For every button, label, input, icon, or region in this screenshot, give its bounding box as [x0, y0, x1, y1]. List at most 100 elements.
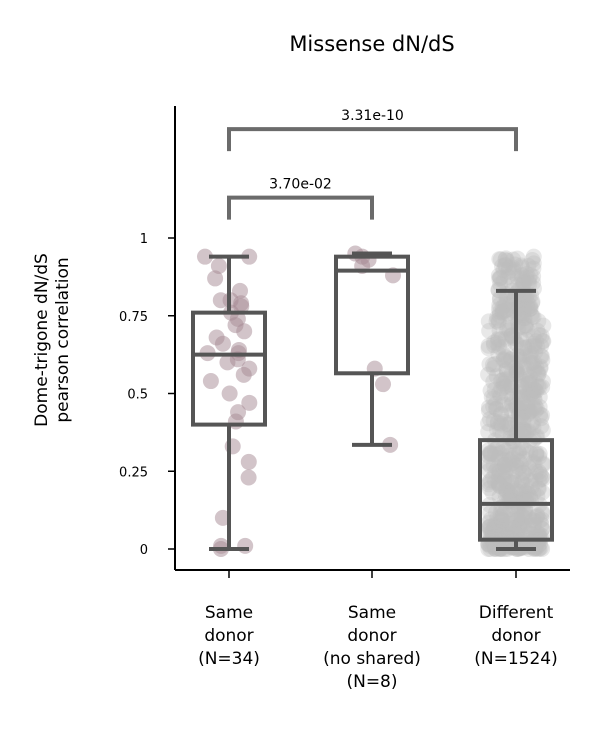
box-iqr — [478, 438, 554, 542]
data-point — [485, 398, 502, 415]
data-point — [521, 270, 538, 287]
data-point — [496, 456, 513, 473]
data-point — [532, 471, 549, 488]
data-point — [514, 289, 531, 306]
data-point — [480, 366, 497, 383]
y-tick-label: 0.75 — [119, 310, 148, 325]
data-point — [214, 509, 231, 526]
x-tick-labels: Same donor (N=34) Same donor (no shared) (N=8)… — [198, 603, 558, 692]
data-point — [526, 361, 543, 378]
data-point — [497, 378, 514, 395]
data-point — [485, 337, 502, 354]
data-point — [504, 454, 521, 471]
data-point — [525, 248, 542, 265]
data-point — [512, 514, 529, 531]
data-point — [530, 540, 547, 557]
data-point — [495, 262, 512, 279]
data-point — [221, 385, 238, 402]
data-point — [531, 389, 548, 406]
data-point — [515, 272, 532, 289]
data-point — [520, 422, 537, 439]
data-point — [490, 450, 507, 467]
data-point — [495, 346, 512, 363]
data-point — [237, 537, 254, 554]
data-point — [499, 485, 516, 502]
data-point — [236, 323, 253, 340]
data-point — [525, 389, 542, 406]
data-point — [534, 505, 551, 522]
data-point — [516, 504, 533, 521]
data-point — [496, 452, 513, 469]
data-point — [524, 478, 541, 495]
x-tick-label: Different donor (N=1524) — [474, 603, 558, 669]
data-point — [513, 267, 530, 284]
data-point — [524, 294, 541, 311]
data-point — [492, 388, 509, 405]
data-point — [527, 344, 544, 361]
data-point — [515, 472, 532, 489]
data-point — [486, 520, 503, 537]
x-tick-label-line: donor — [347, 626, 396, 646]
data-point — [521, 301, 538, 318]
data-point — [528, 446, 545, 463]
x-tick-label: Same donor (N=34) — [198, 603, 260, 669]
data-point — [487, 539, 504, 556]
y-tick-label: 0 — [140, 543, 148, 558]
data-point — [534, 333, 551, 350]
data-point — [509, 511, 526, 528]
data-point — [197, 248, 214, 265]
data-point — [498, 320, 515, 337]
data-point — [480, 447, 497, 464]
data-point — [529, 364, 546, 381]
data-point — [501, 259, 518, 276]
data-point — [495, 303, 512, 320]
data-point — [532, 410, 549, 427]
data-point — [493, 517, 510, 534]
data-point — [534, 540, 551, 557]
data-point — [496, 413, 513, 430]
data-point — [525, 268, 542, 285]
data-point — [522, 369, 539, 386]
data-point — [533, 468, 550, 485]
data-point — [487, 356, 504, 373]
x-tick-label-line: Same — [205, 603, 253, 623]
data-point — [528, 446, 545, 463]
data-point — [513, 440, 530, 457]
data-point — [529, 507, 546, 524]
data-point — [525, 485, 542, 502]
data-point — [495, 522, 512, 539]
data-point — [511, 453, 528, 470]
data-point — [481, 462, 498, 479]
data-point — [503, 474, 520, 491]
data-point — [490, 332, 507, 349]
data-point — [508, 486, 525, 503]
data-point — [490, 267, 507, 284]
data-point — [515, 274, 532, 291]
data-point — [503, 474, 520, 491]
data-point — [212, 292, 229, 309]
data-point — [519, 397, 536, 414]
data-point — [532, 358, 549, 375]
data-point — [531, 512, 548, 529]
data-point — [509, 250, 526, 267]
data-point — [518, 317, 535, 334]
data-point — [509, 503, 526, 520]
data-point — [514, 367, 531, 384]
chart-title: Missense dN/dS — [289, 32, 454, 56]
data-point — [535, 470, 552, 487]
data-point — [504, 276, 521, 293]
data-point — [525, 255, 542, 272]
data-point — [490, 338, 507, 355]
data-point — [492, 270, 509, 287]
data-point — [497, 469, 514, 486]
data-point — [497, 463, 514, 480]
data-point — [532, 406, 549, 423]
data-point — [516, 298, 533, 315]
data-point — [528, 400, 545, 417]
data-point — [483, 388, 500, 405]
data-point — [496, 504, 513, 521]
data-point — [481, 518, 498, 535]
data-point — [487, 540, 504, 557]
data-point — [520, 273, 537, 290]
data-point — [491, 297, 508, 314]
